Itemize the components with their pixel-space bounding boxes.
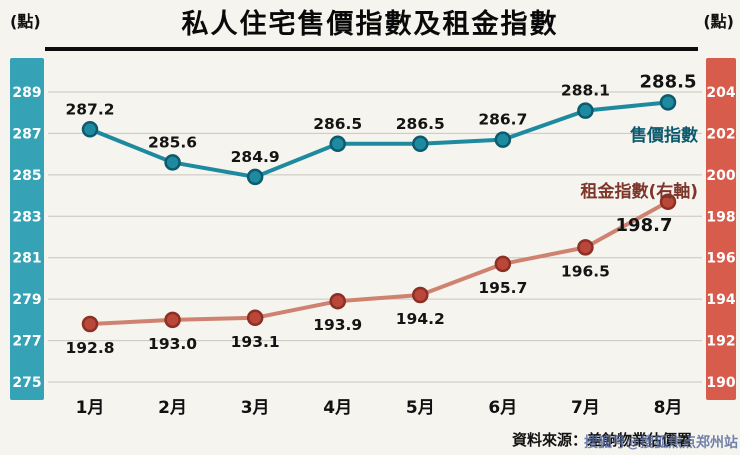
data-label: 285.6 [148, 133, 197, 151]
data-label: 198.7 [616, 215, 673, 236]
data-point [577, 239, 594, 256]
data-label: 284.9 [231, 148, 280, 166]
right-axis-band-tick: 200 [706, 168, 735, 184]
data-point [246, 168, 264, 186]
x-axis-label: 3月 [241, 398, 270, 418]
data-label: 193.0 [148, 335, 197, 353]
left-axis-band-tick: 287 [12, 126, 41, 142]
left-axis-band-tick: 281 [12, 251, 41, 267]
data-point [81, 121, 99, 138]
data-point [494, 131, 512, 148]
left-axis-band-tick: 279 [12, 292, 41, 308]
data-label: 286.5 [396, 115, 445, 133]
data-point [412, 286, 429, 304]
left-axis-band-tick: 289 [12, 85, 41, 101]
x-axis-label: 2月 [158, 398, 187, 418]
data-label: 286.5 [313, 115, 362, 133]
x-axis-label: 4月 [323, 398, 352, 418]
series-line-0 [88, 100, 670, 179]
data-point [246, 309, 264, 327]
right-axis-band-tick: 190 [706, 375, 735, 391]
left-axis-band-tick: 277 [12, 334, 41, 350]
right-axis-band-tick: 196 [706, 251, 735, 267]
data-point [412, 135, 429, 153]
left-axis-band-tick: 285 [12, 168, 41, 184]
data-label: 193.9 [313, 316, 362, 334]
x-axis-label: 1月 [76, 398, 105, 418]
series-label-0: 售價指數 [630, 125, 698, 146]
x-axis-label: 8月 [654, 398, 683, 418]
series-line-1 [88, 199, 670, 326]
data-point [659, 94, 677, 111]
right-axis-band-tick: 198 [706, 209, 735, 225]
right-axis-band-tick: 202 [706, 126, 735, 142]
data-label: 196.5 [561, 262, 610, 280]
data-point [164, 154, 181, 171]
data-label: 194.2 [396, 310, 445, 328]
right-axis-band-tick: 194 [706, 292, 735, 308]
right-axis-band-tick: 192 [706, 334, 735, 350]
title-underline [45, 47, 698, 51]
series-label-1: 租金指數(右軸) [580, 181, 698, 202]
data-point [164, 311, 181, 329]
data-point [494, 255, 512, 273]
source-text: 資料來源：差餉物業估價署 [511, 431, 692, 449]
left-axis-unit: (點) [10, 12, 41, 31]
data-label: 286.7 [478, 111, 527, 129]
data-point [329, 292, 346, 310]
data-label: 193.1 [231, 333, 280, 351]
data-point [81, 315, 99, 333]
chart-title: 私人住宅售價指數及租金指數 [181, 9, 559, 40]
right-axis-unit: (點) [703, 12, 734, 31]
data-label: 192.8 [65, 339, 114, 357]
data-point [577, 102, 594, 119]
data-label: 287.2 [65, 100, 114, 118]
data-label: 288.1 [561, 82, 610, 100]
data-label: 195.7 [478, 279, 527, 297]
data-label: 288.5 [640, 71, 697, 92]
watermark-text: 搜狐号@搜狐焦点郑州站 [584, 435, 738, 451]
x-axis-label: 5月 [406, 398, 435, 418]
left-axis-band-tick: 275 [12, 375, 41, 391]
x-axis-label: 7月 [571, 398, 600, 418]
right-axis-band-tick: 204 [706, 85, 735, 101]
data-point [659, 193, 677, 211]
left-axis-band [10, 58, 44, 400]
left-axis-band-tick: 283 [12, 209, 41, 225]
data-point [329, 135, 346, 153]
right-axis-band [706, 58, 736, 400]
x-axis-label: 6月 [488, 398, 517, 418]
